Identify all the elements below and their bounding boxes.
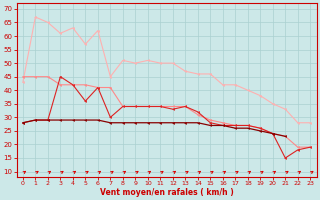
X-axis label: Vent moyen/en rafales ( km/h ): Vent moyen/en rafales ( km/h ) <box>100 188 234 197</box>
